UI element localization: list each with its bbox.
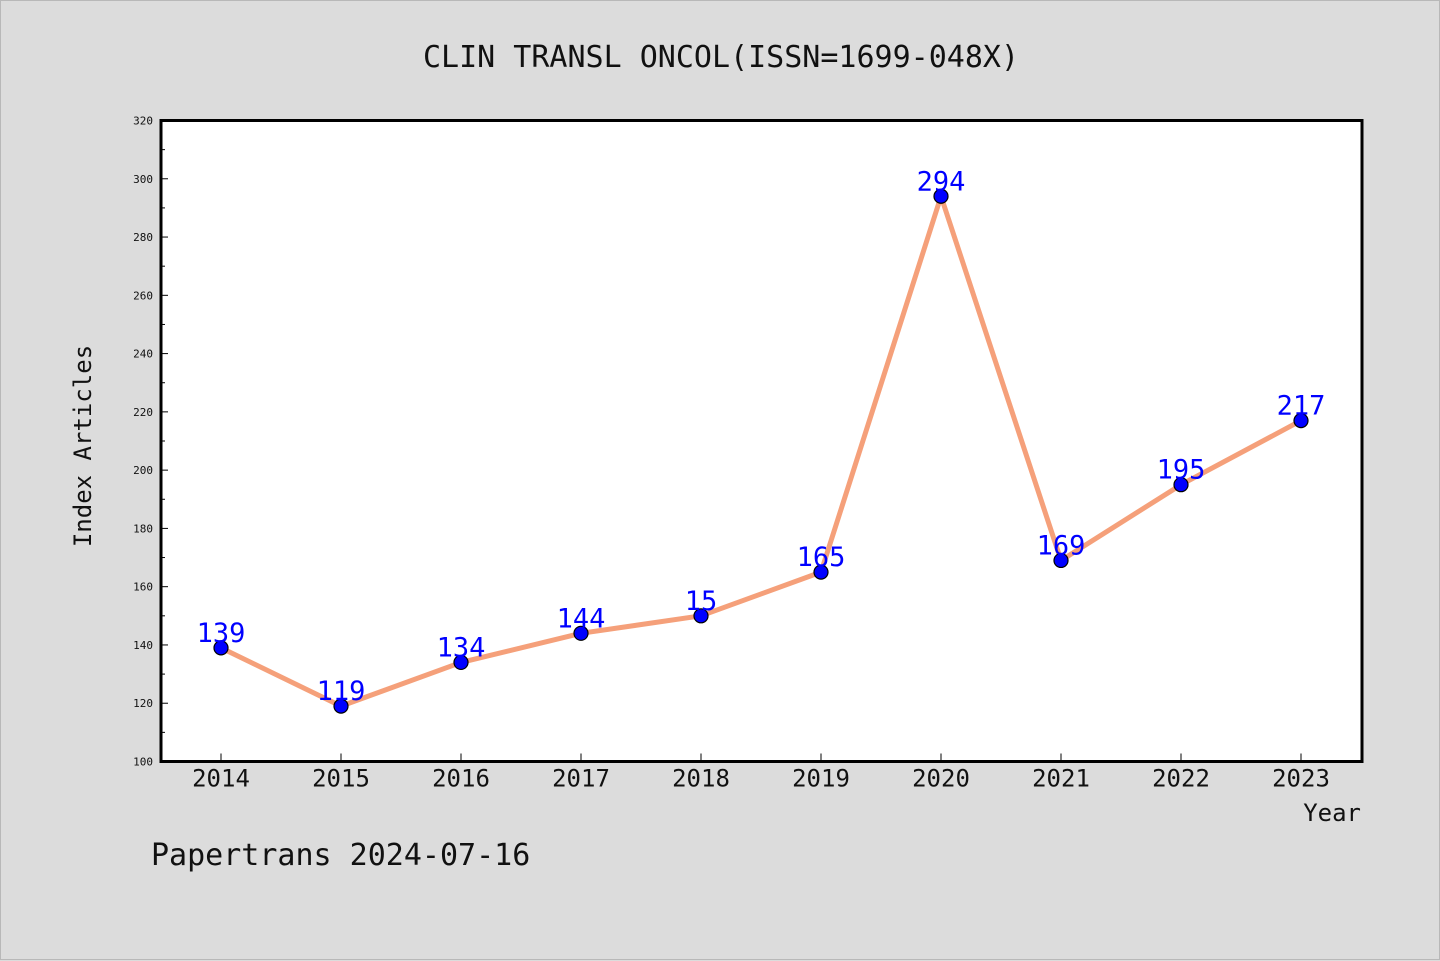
x-tick-label: 2019 xyxy=(792,765,850,793)
data-label: 195 xyxy=(1157,455,1206,486)
data-label: 169 xyxy=(1037,530,1086,561)
data-label: 139 xyxy=(197,618,246,649)
y-tick-label: 260 xyxy=(133,289,153,302)
y-axis: 100 120 140 160 180 200 220 240 260 280 300 320 xyxy=(133,115,168,769)
x-tick-label: 2017 xyxy=(552,765,610,793)
data-label-group: 139 119 134 144 15 165 294 169 195 217 xyxy=(197,166,1326,707)
data-point xyxy=(453,654,469,671)
y-tick-label: 220 xyxy=(133,406,153,419)
y-tick-label: 300 xyxy=(133,173,153,186)
y-tick-label: 320 xyxy=(133,115,153,128)
x-tick-label: 2021 xyxy=(1032,765,1090,793)
footer-caption: Papertrans 2024-07-16 xyxy=(151,838,530,873)
series-line xyxy=(218,193,1304,709)
x-tick-label: 2022 xyxy=(1152,765,1210,793)
data-point xyxy=(1173,477,1189,493)
data-point xyxy=(1053,552,1069,569)
x-tick-label: 2020 xyxy=(912,765,970,793)
data-label: 15 xyxy=(685,586,718,617)
data-label: 294 xyxy=(917,166,966,197)
y-tick-label: 280 xyxy=(133,231,153,244)
y-axis-label: Index Articles xyxy=(69,345,97,547)
y-tick-label: 200 xyxy=(133,464,153,477)
plot-area xyxy=(159,119,1364,763)
data-label: 134 xyxy=(437,632,486,663)
x-tick-label: 2018 xyxy=(672,765,730,793)
data-point xyxy=(333,698,349,714)
data-label: 119 xyxy=(317,676,366,707)
y-tick-label: 140 xyxy=(133,639,153,652)
marker-group xyxy=(213,188,1309,714)
data-point xyxy=(933,188,949,204)
y-tick-label: 100 xyxy=(133,756,153,769)
y-tick-label: 160 xyxy=(133,581,153,594)
y-tick-label: 180 xyxy=(133,522,153,535)
x-tick-label: 2016 xyxy=(432,765,490,793)
data-point xyxy=(213,640,229,656)
data-point xyxy=(573,625,589,641)
data-point xyxy=(1293,413,1309,429)
data-point xyxy=(693,608,709,624)
x-tick-label: 2014 xyxy=(192,765,250,793)
series-line-group xyxy=(218,193,1304,709)
data-label: 144 xyxy=(557,603,606,634)
y-tick-label: 240 xyxy=(133,348,153,361)
y-tick-label: 120 xyxy=(133,697,153,710)
x-tick-label: 2015 xyxy=(312,765,370,793)
x-tick-label: 2023 xyxy=(1272,765,1330,793)
x-axis: 2014 2015 2016 2017 2018 2019 2020 2021 2022 2023 xyxy=(192,753,1330,793)
x-axis-label: Year xyxy=(1303,799,1361,827)
data-label: 165 xyxy=(797,542,846,573)
chart-title: CLIN TRANSL ONCOL(ISSN=1699-048X) xyxy=(423,40,1019,75)
data-label: 217 xyxy=(1277,391,1326,422)
data-point xyxy=(813,564,829,580)
